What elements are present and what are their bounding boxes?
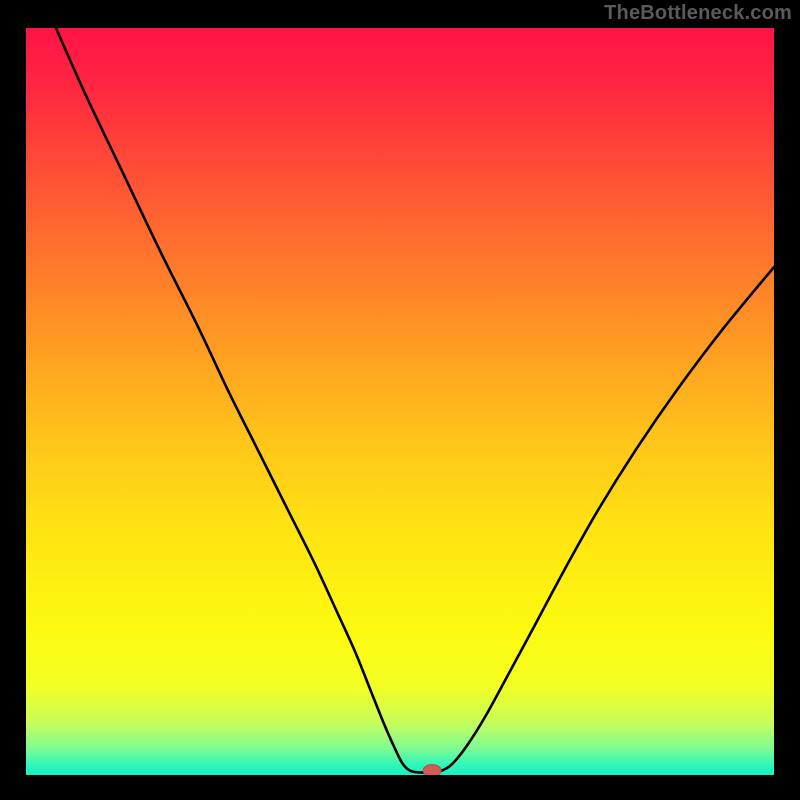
bottleneck-curve-chart [26, 28, 774, 775]
watermark-text: TheBottleneck.com [604, 2, 792, 25]
gradient-background [26, 28, 774, 775]
chart-container: TheBottleneck.com [0, 0, 800, 800]
chart-svg [26, 28, 774, 775]
optimum-marker [423, 765, 441, 775]
